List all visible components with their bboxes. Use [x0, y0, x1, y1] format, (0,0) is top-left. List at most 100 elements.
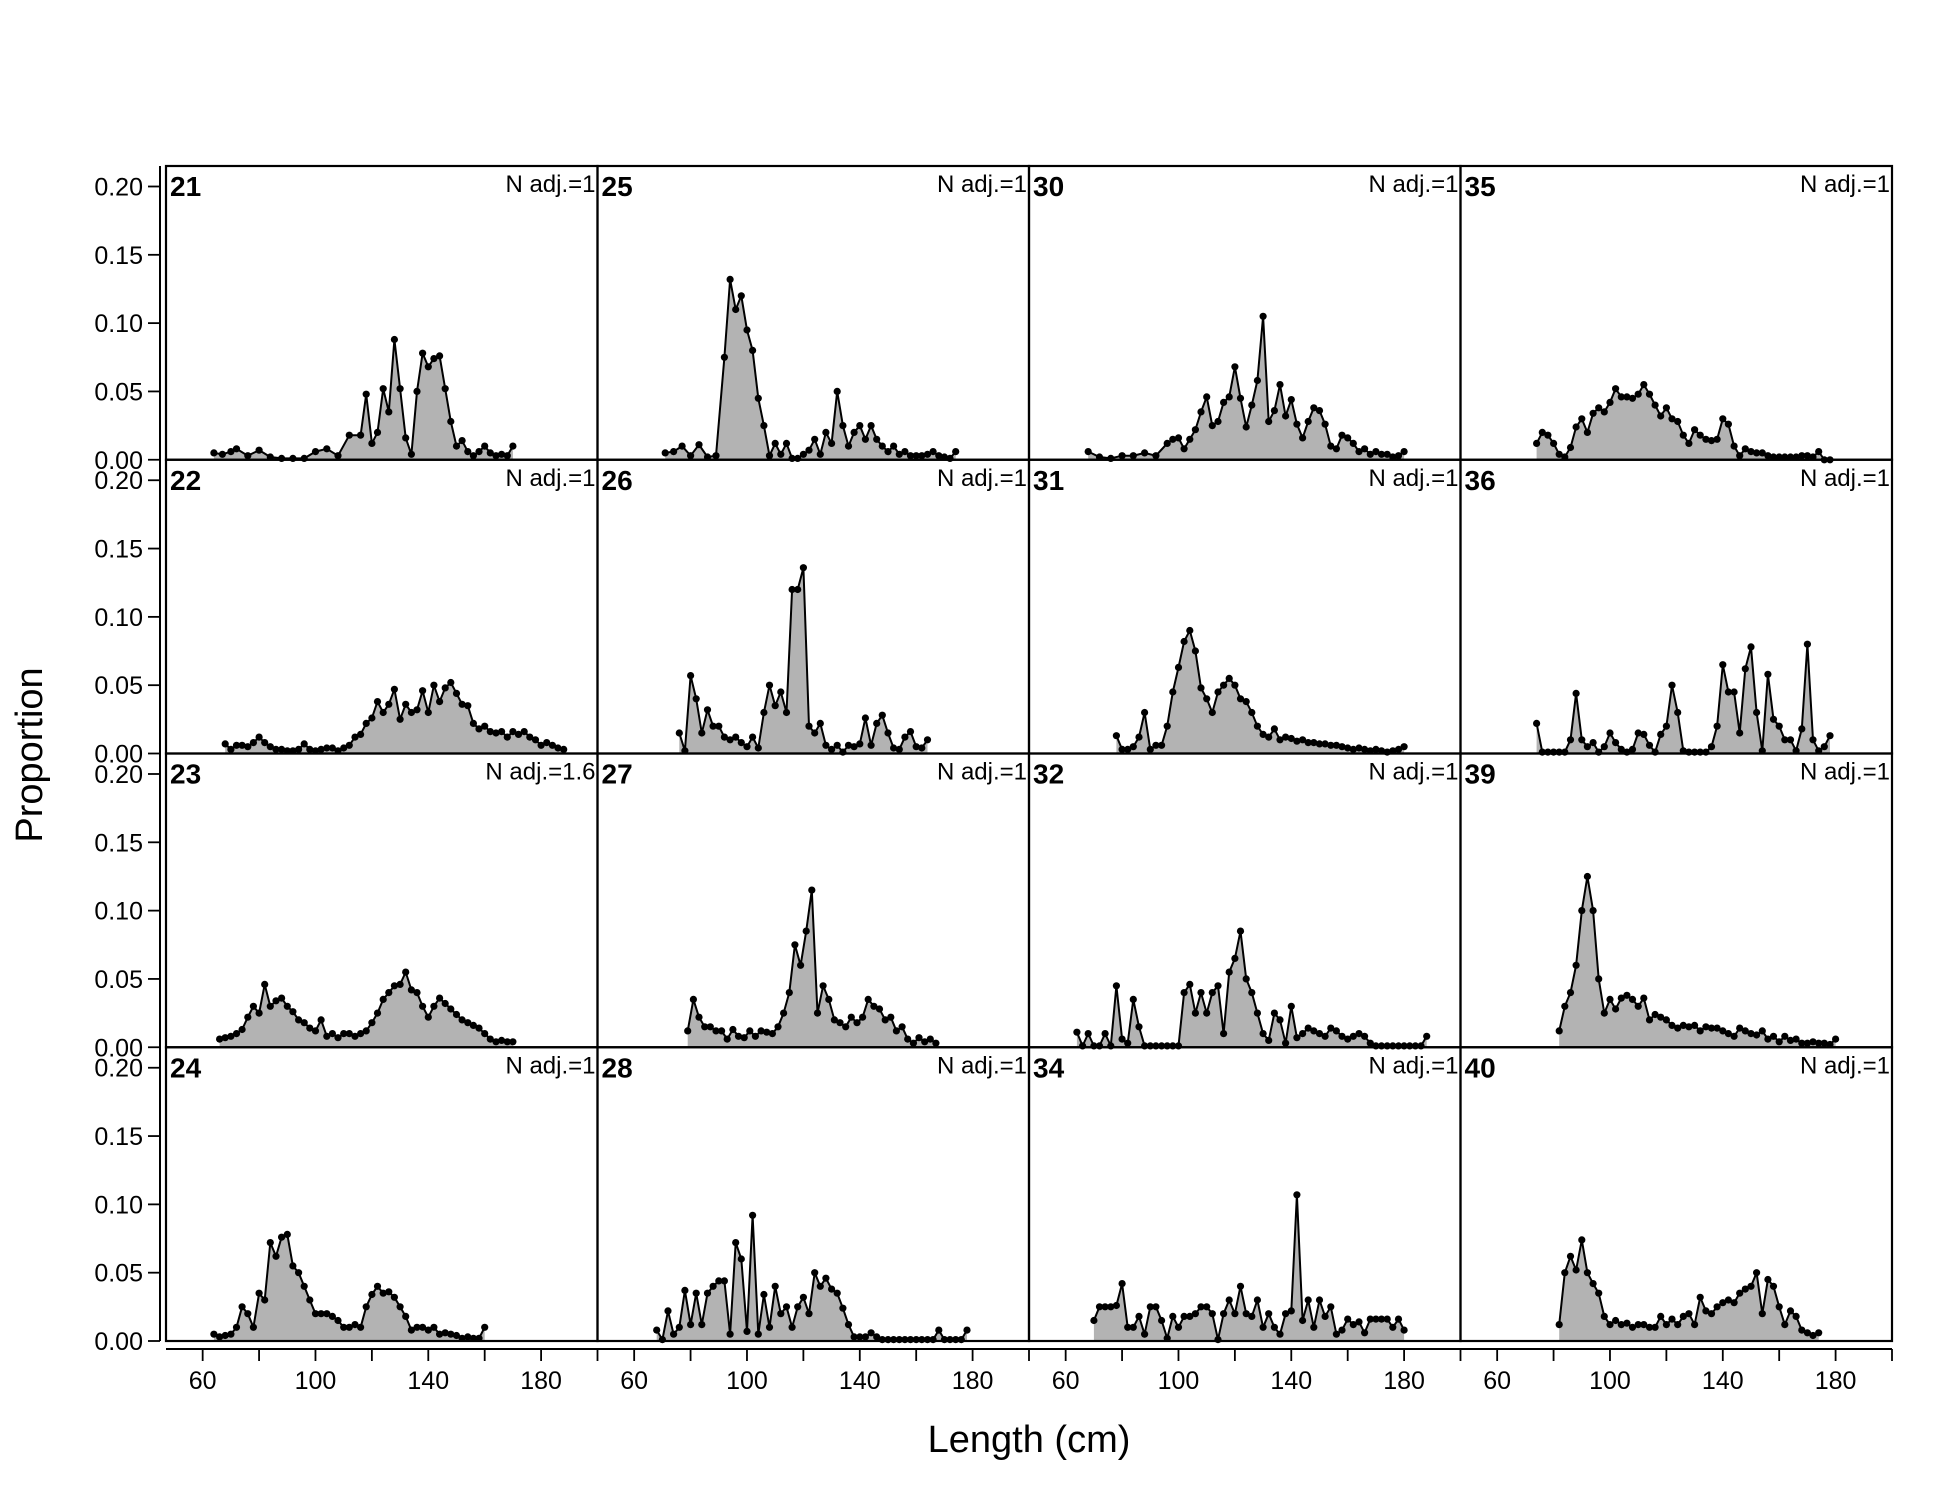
data-point — [1600, 408, 1608, 416]
area-25 — [665, 279, 956, 460]
data-point — [464, 702, 472, 710]
data-point — [396, 980, 404, 989]
data-point — [890, 442, 898, 450]
data-point — [1287, 734, 1295, 743]
data-point — [492, 452, 500, 460]
data-point — [1372, 448, 1380, 456]
data-point — [822, 741, 830, 749]
data-point — [909, 1039, 918, 1047]
data-point — [819, 982, 827, 990]
data-point — [1231, 1310, 1239, 1318]
data-point — [1730, 1299, 1738, 1307]
data-point — [1236, 1282, 1245, 1290]
data-point — [1095, 1042, 1104, 1050]
data-point — [1719, 661, 1727, 669]
data-point — [407, 1326, 415, 1334]
data-point — [867, 422, 875, 430]
data-point — [1349, 1321, 1357, 1329]
data-point — [509, 442, 517, 450]
data-point — [1533, 439, 1541, 447]
data-point — [1304, 739, 1312, 747]
data-point — [1124, 1323, 1132, 1331]
data-point — [1361, 1032, 1369, 1040]
data-point — [1169, 435, 1177, 443]
data-point — [1321, 1312, 1329, 1320]
y-tick-label: 0.05 — [94, 378, 143, 406]
data-point — [881, 1016, 889, 1024]
panel-label: 32 — [1033, 759, 1064, 790]
data-point — [1293, 420, 1301, 428]
data-point — [379, 995, 387, 1004]
data-point — [1651, 401, 1659, 409]
data-point — [481, 1323, 489, 1331]
data-point — [1366, 1039, 1374, 1047]
panel-25: 25 N adj.=1 — [596, 164, 1031, 462]
data-point — [1533, 719, 1541, 728]
data-point — [295, 1269, 303, 1277]
data-point — [328, 1030, 336, 1038]
data-point — [782, 708, 791, 717]
data-point — [1225, 674, 1233, 683]
data-point — [458, 700, 466, 708]
x-axis: 60 100 140 180 60 100 140 180 60 100 140 180 60 100 14… — [166, 1348, 1893, 1395]
data-point — [692, 1289, 700, 1297]
data-point — [430, 1323, 438, 1331]
data-point — [1820, 743, 1828, 751]
data-point — [1174, 434, 1183, 442]
data-point — [1107, 1303, 1115, 1311]
data-point — [1135, 1023, 1143, 1031]
data-point — [1135, 1312, 1143, 1320]
n-adj-label: N adj.=1 — [937, 1052, 1027, 1079]
data-point — [255, 1009, 263, 1017]
data-point — [1265, 1036, 1273, 1044]
data-point — [712, 1027, 720, 1035]
data-point — [1623, 1319, 1631, 1327]
data-point — [452, 442, 461, 450]
y-tick-label: 0.15 — [94, 242, 143, 270]
data-point — [799, 1293, 808, 1301]
data-point — [1764, 1275, 1772, 1284]
data-point — [357, 431, 365, 439]
data-point — [1753, 449, 1761, 457]
data-point — [1555, 450, 1563, 458]
data-point — [1634, 1321, 1642, 1329]
data-point — [300, 1282, 308, 1290]
data-point — [1191, 647, 1199, 655]
data-point — [709, 722, 717, 730]
data-point — [1112, 732, 1120, 740]
data-point — [323, 744, 331, 752]
data-point — [946, 454, 954, 462]
data-point — [777, 1310, 785, 1318]
data-point — [368, 1019, 376, 1027]
data-point — [1220, 1310, 1228, 1318]
data-point — [255, 733, 263, 741]
data-point — [822, 1274, 830, 1282]
data-point — [957, 1336, 965, 1344]
data-point — [929, 448, 937, 456]
data-point — [1112, 1301, 1120, 1310]
data-point — [244, 452, 252, 460]
data-point — [870, 1002, 878, 1010]
area-24 — [213, 1234, 485, 1341]
data-point — [1203, 1009, 1211, 1017]
n-adj-label: N adj.=1 — [1800, 759, 1890, 786]
data-point — [266, 743, 274, 751]
data-point — [272, 997, 280, 1005]
data-point — [481, 722, 489, 730]
panel-frame — [1027, 1046, 1462, 1343]
data-point — [1079, 1042, 1087, 1050]
data-point — [1730, 442, 1738, 450]
data-point — [1361, 745, 1369, 754]
data-point — [1293, 1034, 1301, 1042]
data-point — [560, 745, 568, 754]
data-point — [1344, 434, 1352, 442]
data-point — [1338, 743, 1346, 751]
data-point — [340, 1323, 348, 1331]
data-point — [1259, 312, 1267, 320]
data-point — [777, 688, 785, 696]
data-point — [1640, 1321, 1648, 1329]
data-point — [1327, 1024, 1335, 1032]
data-point — [1338, 431, 1346, 439]
data-point — [278, 745, 286, 754]
data-point — [317, 745, 325, 754]
